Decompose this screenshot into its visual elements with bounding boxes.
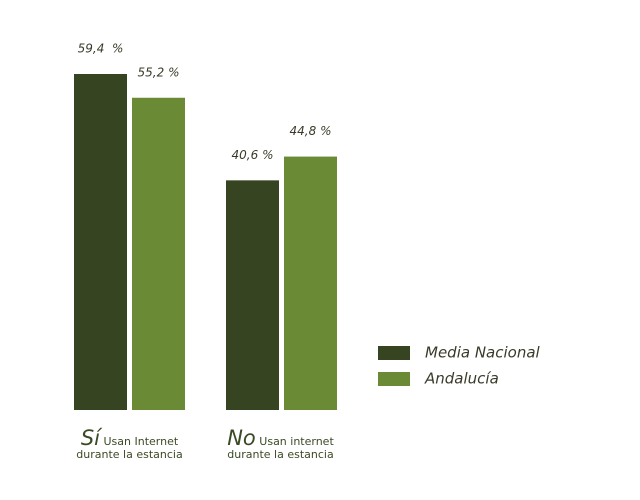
- legend-label: Andalucía: [424, 370, 499, 388]
- category-label: Sí Usan Internet durante la estancia: [70, 428, 190, 462]
- bar: [132, 97, 185, 411]
- bar: [74, 74, 127, 410]
- category-name: No: [227, 426, 256, 450]
- legend-swatch: [378, 372, 410, 386]
- legend-label: Media Nacional: [425, 344, 541, 362]
- value-label: 59,4 %: [78, 42, 124, 56]
- value-label: 44,8 %: [290, 124, 332, 138]
- category-description: Usan internet durante la estancia: [227, 435, 334, 461]
- legend-swatch: [378, 346, 410, 360]
- category-name: Sí: [80, 426, 100, 450]
- category-label: No Usan internet durante la estancia: [221, 428, 341, 462]
- bar: [226, 180, 279, 410]
- category-description: Usan Internet durante la estancia: [76, 435, 183, 461]
- value-label: 55,2 %: [138, 65, 180, 79]
- value-label: 40,6 %: [232, 148, 274, 162]
- bar: [284, 156, 337, 410]
